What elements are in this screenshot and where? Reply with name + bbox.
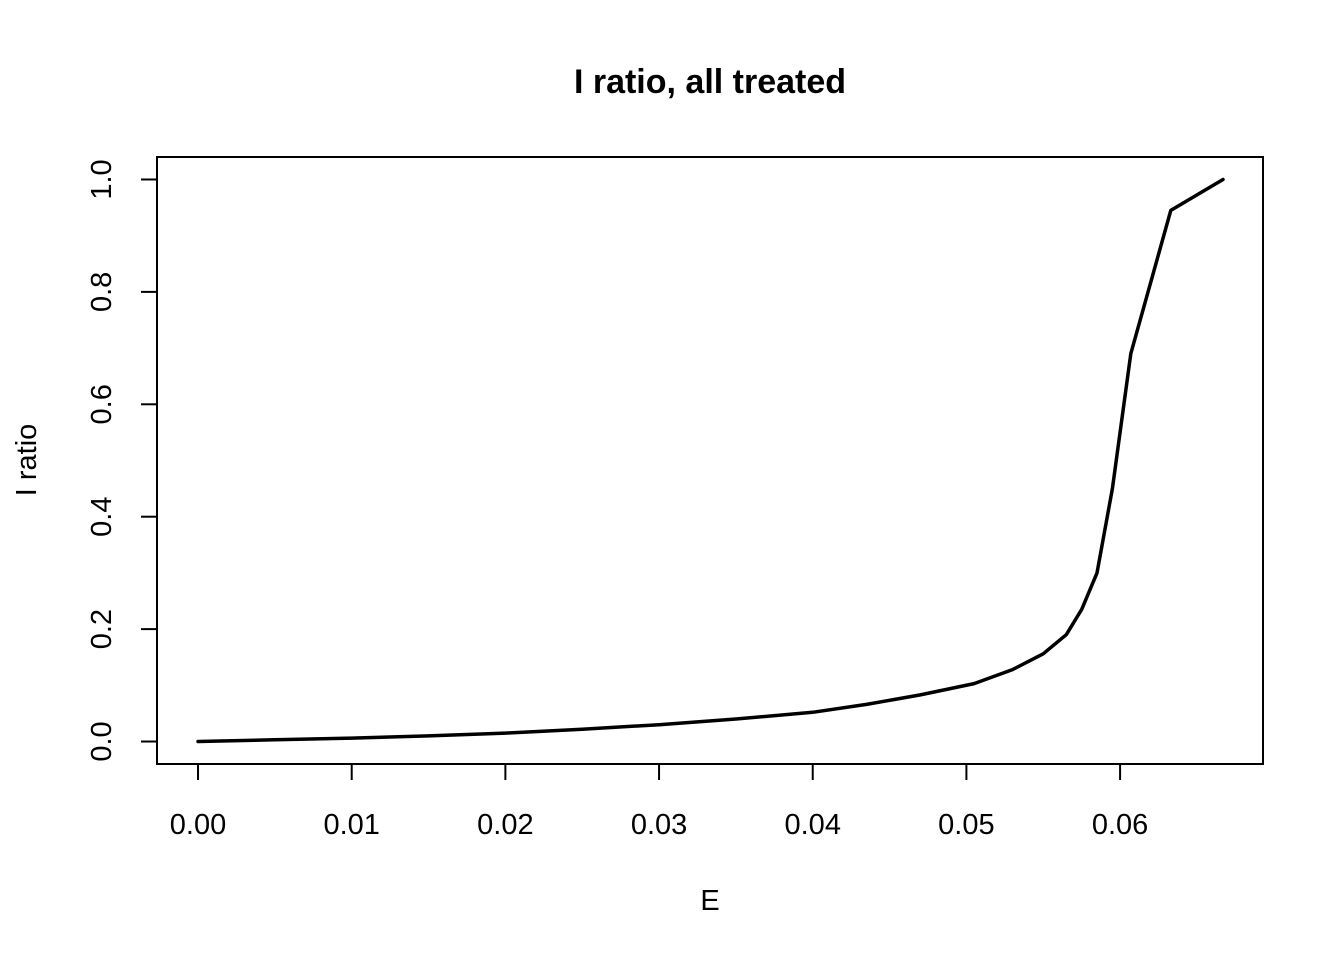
x-tick-label: 0.00 [170,809,226,841]
y-axis: 0.0 0.2 0.4 0.6 0.8 1.0 [86,159,158,762]
x-axis-label: E [700,885,719,917]
x-axis: 0.00 0.01 0.02 0.03 0.04 0.05 0.06 [170,763,1148,841]
y-tick-label: 0.0 [86,721,118,761]
x-tick-label: 0.02 [477,809,533,841]
y-axis-label: I ratio [11,424,43,497]
series-line [196,177,1225,744]
y-tick-label: 0.4 [86,497,118,537]
x-tick-label: 0.04 [785,809,841,841]
x-tick-label: 0.05 [938,809,994,841]
x-tick-label: 0.01 [323,809,379,841]
x-tick-label: 0.06 [1092,809,1148,841]
chart-title: I ratio, all treated [574,63,846,101]
plot-frame [156,156,1264,765]
x-tick-label: 0.03 [631,809,687,841]
y-tick-label: 1.0 [86,159,118,199]
y-tick-label: 0.2 [86,609,118,649]
y-tick-label: 0.6 [86,384,118,424]
series-group [196,177,1225,744]
y-tick-label: 0.8 [86,272,118,312]
